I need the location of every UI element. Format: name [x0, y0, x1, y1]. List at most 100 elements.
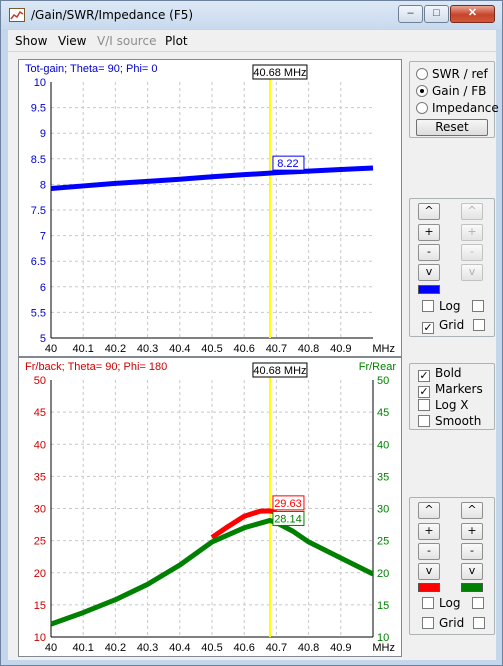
cursor-label: 40.68 MHz [253, 67, 306, 79]
top-left-down-button[interactable]: v [418, 264, 440, 281]
marker-label: 8.22 [277, 158, 298, 170]
front-back-chart[interactable]: 40 40.1 40.2 40.3 40.4 40.5 40.6 40.7 40.8 40.9 10… [19, 358, 401, 656]
smooth-checkbox[interactable]: Smooth [418, 414, 481, 430]
y-tick-label: 30 [34, 504, 46, 516]
menu-show[interactable]: Show [15, 34, 48, 48]
y-right-tick-label: 15 [377, 600, 389, 612]
top-left-minus-button[interactable]: - [418, 244, 440, 261]
bottom-log-checkbox[interactable]: Log [422, 596, 489, 612]
y-tick-label: 8.5 [31, 154, 46, 166]
x-tick-label: 40.1 [72, 343, 93, 355]
y-tick-label: 45 [34, 407, 46, 419]
fb-chart-panel[interactable]: 40 40.1 40.2 40.3 40.4 40.5 40.6 40.7 40.8 40.9 10… [18, 357, 402, 657]
cursor-label: 40.68 MHz [253, 365, 306, 377]
top-right-down-button[interactable]: v [461, 264, 483, 281]
options-group: ✓ Bold ✓ Markers Log X Smooth [409, 363, 495, 430]
y-tick-label: 20 [34, 568, 46, 580]
y-tick-label: 10 [34, 77, 46, 89]
series-line [50, 517, 375, 627]
top-grid-box[interactable]: ✓ [422, 321, 434, 334]
reset-button[interactable]: Reset [416, 119, 488, 136]
gain-chart-panel[interactable]: 40 40.1 40.2 40.3 40.4 40.5 40.6 40.7 40.8 40.9 5 5… [18, 59, 402, 357]
radio-swr-indicator[interactable] [416, 68, 428, 80]
logx-label: Log X [435, 398, 469, 412]
top-right-plus-button[interactable]: + [461, 224, 483, 241]
bottom-log-right-box[interactable] [472, 597, 485, 609]
close-icon[interactable]: ✕ [450, 5, 495, 23]
x-tick-label: 40.5 [201, 343, 222, 355]
y-tick-label: 6.5 [31, 256, 46, 268]
x-tick-label: 40.4 [169, 343, 190, 355]
logx-checkbox[interactable]: Log X [418, 398, 468, 414]
bottom-grid-right-box[interactable] [473, 617, 486, 629]
top-left-plus-button[interactable]: + [418, 224, 440, 241]
right-axis-title: Fr/Rear [359, 361, 397, 373]
top-left-up-button[interactable]: ^ [418, 203, 440, 220]
bottom-left-minus-button[interactable]: - [418, 543, 440, 560]
y-tick-label: 10 [34, 632, 46, 644]
logx-box[interactable] [418, 399, 430, 411]
top-log-right-box[interactable] [472, 300, 485, 312]
y-tick-label: 9 [40, 128, 46, 140]
top-log-checkbox[interactable]: Log [422, 299, 489, 315]
red-series-color-swatch[interactable] [418, 583, 440, 592]
radio-gain[interactable]: Gain / FB [416, 84, 486, 100]
marker-label: 28.14 [274, 513, 302, 525]
y-tick-label: 5.5 [31, 307, 46, 319]
cursor-label-box [252, 362, 308, 378]
x-tick-label: 40 [45, 343, 57, 355]
top-series-color-swatch[interactable] [418, 285, 440, 294]
markers-checkbox[interactable]: ✓ Markers [418, 382, 483, 398]
bold-box[interactable]: ✓ [418, 369, 430, 382]
bold-checkbox[interactable]: ✓ Bold [418, 366, 462, 382]
bottom-log-label: Log [439, 596, 461, 610]
markers-box[interactable]: ✓ [418, 385, 430, 398]
marker-label-box [272, 510, 305, 526]
x-tick-label: 40.2 [105, 642, 126, 654]
top-log-box[interactable] [422, 300, 434, 312]
radio-impedance[interactable]: Impedance [416, 101, 499, 117]
y-right-tick-label: 30 [377, 504, 389, 516]
x-tick-label: 40.7 [266, 642, 287, 654]
bottom-grid-checkbox[interactable]: Grid [422, 616, 490, 632]
smooth-label: Smooth [435, 414, 482, 428]
chart-title: Tot-gain; Theta= 90; Phi= 0 [25, 63, 158, 75]
smooth-box[interactable] [418, 415, 430, 427]
x-tick-label: 40.8 [298, 343, 319, 355]
top-right-minus-button[interactable]: - [461, 244, 483, 261]
maximize-icon[interactable]: □ [424, 5, 449, 23]
top-scale-group: ^ + - v ^ + - v Log ✓ Grid [409, 198, 495, 337]
radio-gain-indicator[interactable] [416, 85, 428, 97]
bottom-right-minus-button[interactable]: - [461, 543, 483, 560]
title-bar[interactable]: /Gain/SWR/Impedance (F5) – □ ✕ [1, 1, 502, 29]
radio-swr-label: SWR / ref [432, 67, 488, 81]
gain-chart[interactable]: 40 40.1 40.2 40.3 40.4 40.5 40.6 40.7 40.8 40.9 5 5… [19, 60, 401, 356]
y-right-tick-label: 35 [377, 471, 389, 483]
y-right-tick-label: 45 [377, 407, 389, 419]
bottom-grid-box[interactable] [422, 617, 434, 629]
x-tick-label: 40.3 [137, 642, 158, 654]
bottom-right-plus-button[interactable]: + [461, 523, 483, 540]
y-tick-label: 6 [40, 282, 46, 294]
radio-swr[interactable]: SWR / ref [416, 67, 488, 83]
top-grid-checkbox[interactable]: ✓ Grid [422, 318, 490, 334]
green-series-color-swatch[interactable] [461, 583, 483, 592]
top-grid-right-box[interactable] [473, 319, 486, 331]
bottom-right-up-button[interactable]: ^ [461, 502, 483, 519]
menu-view[interactable]: View [58, 34, 87, 48]
top-right-up-button[interactable]: ^ [461, 203, 483, 220]
x-tick-label: 40.6 [233, 343, 254, 355]
y-right-tick-label: 25 [377, 536, 389, 548]
bottom-left-down-button[interactable]: v [418, 563, 440, 580]
radio-impedance-indicator[interactable] [416, 102, 428, 114]
bottom-right-down-button[interactable]: v [461, 563, 483, 580]
bottom-left-plus-button[interactable]: + [418, 523, 440, 540]
x-tick-label: 40.4 [169, 642, 190, 654]
mode-group: SWR / ref Gain / FB Impedance Reset [409, 61, 499, 138]
bottom-log-box[interactable] [422, 597, 434, 609]
y-tick-label: 15 [34, 600, 46, 612]
minimize-icon[interactable]: – [398, 5, 423, 23]
bottom-left-up-button[interactable]: ^ [418, 502, 440, 519]
menu-plot[interactable]: Plot [165, 34, 188, 48]
menu-vi-source[interactable]: V/I source [97, 34, 157, 48]
